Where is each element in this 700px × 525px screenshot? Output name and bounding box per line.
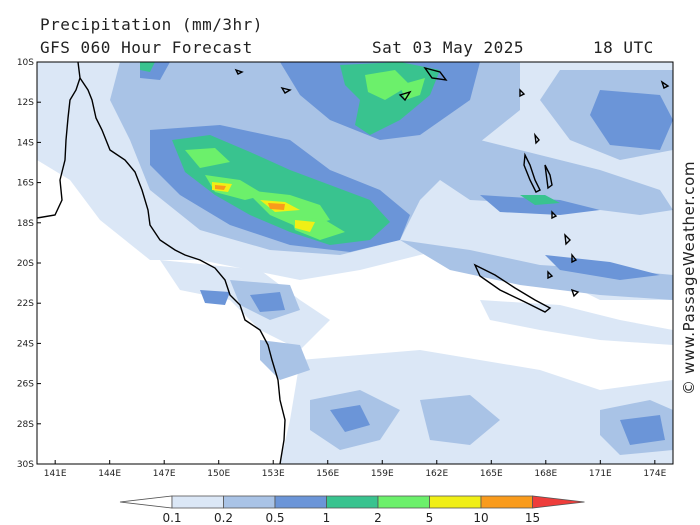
legend-threshold-label: 1 bbox=[323, 511, 331, 525]
lat-label: 20S bbox=[17, 259, 34, 269]
forecast-date: Sat 03 May 2025 bbox=[372, 38, 524, 57]
lat-label: 12S bbox=[17, 98, 34, 108]
precipitation-legend: 0.1 0.2 0.5 1 2 5 10 15 bbox=[119, 495, 585, 525]
coastline bbox=[37, 62, 670, 464]
lon-label: 162E bbox=[425, 469, 448, 479]
lat-label: 30S bbox=[17, 460, 34, 470]
legend-threshold-label: 0.2 bbox=[214, 511, 233, 525]
legend-swatch bbox=[223, 495, 276, 509]
axis-tick-labels: 10S 12S 14S 16S 18S 20S 22S 24S 26S 28S 30S 141E 144… bbox=[17, 58, 667, 479]
legend-threshold-label: 0.1 bbox=[162, 511, 181, 525]
lon-label: 171E bbox=[589, 469, 612, 479]
lat-label: 26S bbox=[17, 380, 34, 390]
legend-threshold-label: 5 bbox=[426, 511, 434, 525]
legend-swatch bbox=[274, 495, 327, 509]
legend-threshold-label: 2 bbox=[374, 511, 382, 525]
legend-arrow-high bbox=[532, 495, 585, 509]
axis-ticks bbox=[37, 61, 656, 465]
lon-label: 156E bbox=[316, 469, 339, 479]
lon-label: 147E bbox=[153, 469, 176, 479]
lon-label: 174E bbox=[643, 469, 666, 479]
legend-swatch bbox=[377, 495, 430, 509]
lat-label: 14S bbox=[17, 138, 34, 148]
legend-swatch bbox=[171, 495, 224, 509]
forecast-time: 18 UTC bbox=[593, 38, 654, 57]
lat-label: 18S bbox=[17, 219, 34, 229]
lon-label: 153E bbox=[262, 469, 285, 479]
lon-label: 165E bbox=[480, 469, 503, 479]
lon-label: 141E bbox=[44, 469, 67, 479]
legend-threshold-label: 15 bbox=[525, 511, 540, 525]
lat-label: 22S bbox=[17, 299, 34, 309]
legend-swatch bbox=[480, 495, 533, 509]
lon-label: 144E bbox=[98, 469, 121, 479]
lon-label: 159E bbox=[371, 469, 394, 479]
lat-label: 10S bbox=[17, 58, 34, 68]
map-title: Precipitation (mm/3hr) bbox=[40, 15, 263, 34]
legend-threshold-label: 10 bbox=[473, 511, 488, 525]
lat-label: 16S bbox=[17, 179, 34, 189]
lon-label: 150E bbox=[207, 469, 230, 479]
lat-label: 28S bbox=[17, 420, 34, 430]
legend-threshold-label: 0.5 bbox=[265, 511, 284, 525]
lon-label: 168E bbox=[534, 469, 557, 479]
legend-swatch bbox=[429, 495, 482, 509]
legend-arrow-low bbox=[119, 495, 173, 509]
forecast-hour-label: GFS 060 Hour Forecast bbox=[40, 38, 253, 57]
precip-band-10 bbox=[215, 185, 285, 210]
precipitation-field bbox=[37, 62, 673, 464]
legend-swatch bbox=[326, 495, 379, 509]
lat-label: 24S bbox=[17, 339, 34, 349]
